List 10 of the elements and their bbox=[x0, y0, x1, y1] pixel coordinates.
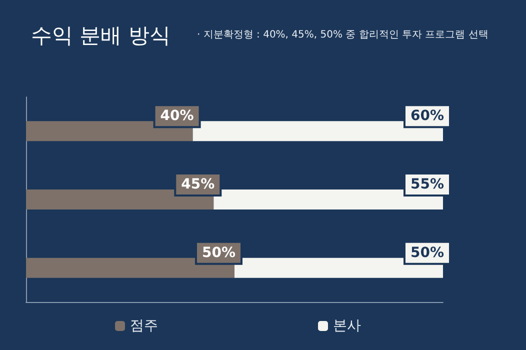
chart-title: 수익 분배 방식 bbox=[31, 24, 170, 48]
data-label: 40% bbox=[160, 108, 194, 124]
data-label: 60% bbox=[410, 108, 444, 124]
legend-label: 본사 bbox=[333, 318, 361, 334]
legend-label: 점주 bbox=[130, 318, 158, 334]
data-label: 50% bbox=[202, 244, 236, 261]
chart-subtitle: · 지분확정형 : 40%, 45%, 50% 중 합리적인 투자 프로그램 선택 bbox=[197, 30, 488, 40]
data-label: 45% bbox=[181, 176, 215, 192]
data-label: 55% bbox=[410, 176, 444, 192]
data-label: 50% bbox=[410, 244, 444, 261]
